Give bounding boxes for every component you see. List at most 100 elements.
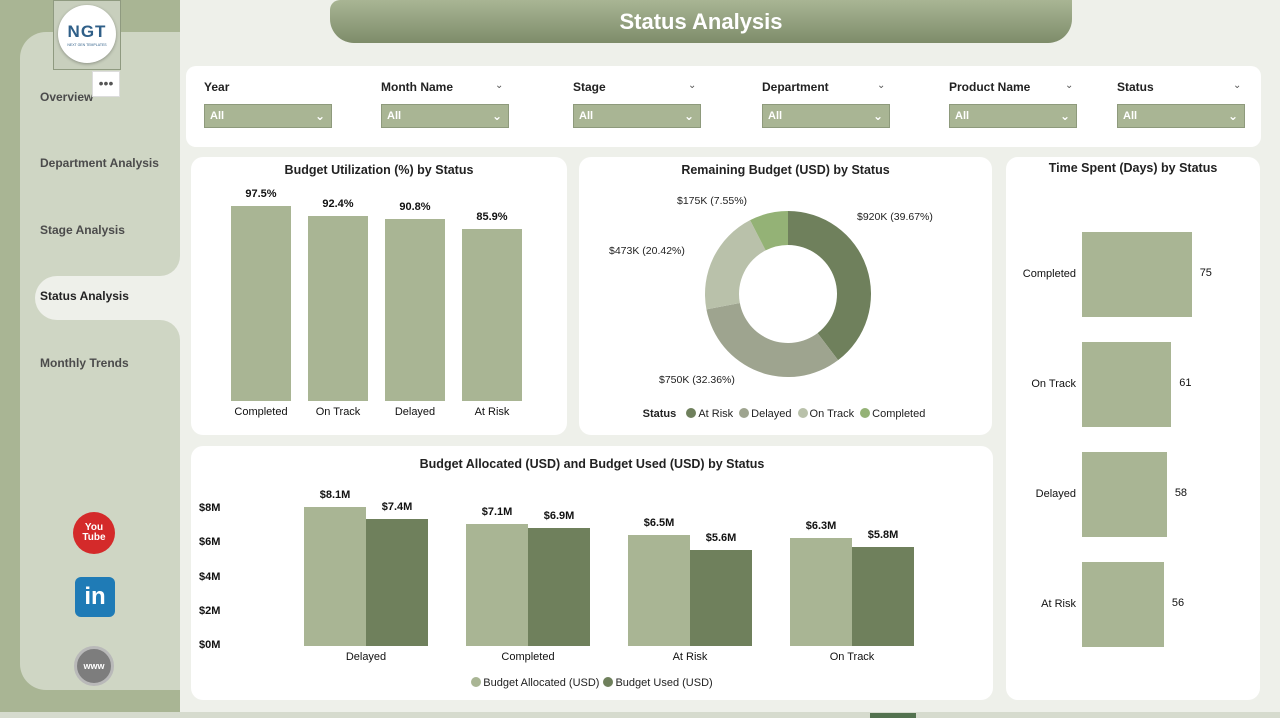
legend-swatch xyxy=(603,677,614,687)
bar xyxy=(304,507,366,646)
bar xyxy=(790,538,852,646)
website-globe-icon[interactable]: www xyxy=(74,646,114,686)
card-title: Time Spent (Days) by Status xyxy=(1048,161,1218,175)
filter-stage: Stage ⌄ All ⌄ xyxy=(573,80,701,128)
budget-allocated-used-card: Budget Allocated (USD) and Budget Used (… xyxy=(191,446,993,700)
y-tick-label: $0M xyxy=(199,639,221,651)
category-label: Completed xyxy=(234,406,288,418)
nav-item-overview[interactable]: Overview xyxy=(40,90,94,104)
filter-label: Year xyxy=(204,80,230,94)
bar xyxy=(462,229,522,401)
bar xyxy=(852,546,914,646)
filter-value: All xyxy=(210,110,225,122)
budget-allocated-used-chart: $0M $2M $4M $6M $8M $8.1M $7.4M Delayed $7.1M $6.… xyxy=(191,446,993,700)
filter-year-dropdown[interactable]: All ⌄ xyxy=(204,104,332,128)
chevron-down-icon: ⌄ xyxy=(1227,109,1238,123)
category-label: On Track xyxy=(829,651,875,663)
filter-label: Status xyxy=(1117,80,1154,94)
data-label: 75 xyxy=(1199,266,1212,279)
legend-label: On Track xyxy=(809,408,855,420)
legend-item: Budget Used (USD) xyxy=(603,677,713,689)
data-label: $5.8M xyxy=(867,528,899,541)
card-title: Remaining Budget (USD) by Status xyxy=(681,163,890,177)
chevron-down-icon: ⌄ xyxy=(872,109,883,123)
chevron-down-icon: ⌄ xyxy=(314,109,325,123)
page-tab-active[interactable] xyxy=(870,713,916,718)
chevron-down-icon[interactable]: ⌄ xyxy=(1065,80,1074,91)
linkedin-icon[interactable]: in xyxy=(75,577,115,617)
bar xyxy=(366,519,428,646)
legend-title: Status xyxy=(642,408,677,420)
data-label: $8.1M xyxy=(319,489,351,502)
bar xyxy=(231,206,291,401)
filter-month-dropdown[interactable]: All ⌄ xyxy=(381,104,509,128)
bar xyxy=(690,550,752,646)
filter-department-dropdown[interactable]: All ⌄ xyxy=(762,104,890,128)
filter-value: All xyxy=(579,110,594,122)
slice-data-label: $175K (7.55%) xyxy=(677,195,747,207)
linkedin-icon-text: in xyxy=(84,583,106,610)
data-label: 58 xyxy=(1174,486,1188,499)
filter-status-dropdown[interactable]: All ⌄ xyxy=(1117,104,1245,128)
card-title: Budget Allocated (USD) and Budget Used (… xyxy=(419,457,765,471)
category-label: On Track xyxy=(315,406,361,418)
category-label: Delayed xyxy=(394,406,436,418)
page-title: Status Analysis xyxy=(619,8,783,34)
legend-swatch xyxy=(797,408,808,418)
youtube-icon[interactable]: You Tube xyxy=(73,512,115,554)
data-label: $6.3M xyxy=(805,520,837,533)
category-label: On Track xyxy=(1031,377,1076,390)
data-label: $6.9M xyxy=(543,509,575,522)
y-tick-label: $8M xyxy=(199,502,221,514)
time-spent-card: Time Spent (Days) by Status Completed 75 O… xyxy=(1006,157,1260,700)
donut-legend: Status At Risk Delayed On Track Completed xyxy=(579,408,992,420)
category-label: At Risk xyxy=(1041,597,1076,610)
bar xyxy=(1082,562,1164,647)
legend-item: Budget Allocated (USD) xyxy=(471,677,599,689)
chevron-down-icon[interactable]: ⌄ xyxy=(1233,80,1242,91)
filter-product-dropdown[interactable]: All ⌄ xyxy=(949,104,1077,128)
filter-label: Department xyxy=(762,80,829,94)
nav-item-department-analysis[interactable]: Department Analysis xyxy=(40,156,159,170)
chevron-down-icon[interactable]: ⌄ xyxy=(688,80,697,91)
legend-label: Completed xyxy=(872,408,926,420)
legend-item: On Track xyxy=(797,408,855,420)
budget-utilization-card: Budget Utilization (%) by Status 97.5% Co… xyxy=(191,157,567,435)
nav-item-stage-analysis[interactable]: Stage Analysis xyxy=(40,223,125,237)
budget-utilization-chart: 97.5% Completed 92.4% On Track 90.8% Delayed 8… xyxy=(191,157,567,435)
chevron-down-icon[interactable]: ⌄ xyxy=(495,80,504,91)
filter-month-name: Month Name ⌄ All ⌄ xyxy=(381,80,509,128)
filter-panel: Year All ⌄ Month Name ⌄ All ⌄ Stage ⌄ All ⌄… xyxy=(186,66,1261,147)
filter-label: Product Name xyxy=(949,80,1031,94)
slice-data-label: $750K (32.36%) xyxy=(659,374,735,386)
category-label: Completed xyxy=(1022,267,1076,280)
chevron-down-icon: ⌄ xyxy=(683,109,694,123)
legend-label: At Risk xyxy=(698,408,734,420)
bar xyxy=(385,219,445,401)
chevron-down-icon[interactable]: ⌄ xyxy=(877,80,886,91)
filter-value: All xyxy=(955,110,970,122)
y-tick-label: $6M xyxy=(199,536,221,549)
remaining-budget-card: Remaining Budget (USD) by Status $920K (… xyxy=(579,157,992,435)
nav-item-status-analysis[interactable]: Status Analysis xyxy=(40,289,129,303)
bar xyxy=(308,216,368,401)
filter-product-name: Product Name ⌄ All ⌄ xyxy=(949,80,1077,128)
data-label: $7.4M xyxy=(381,501,413,514)
filter-value: All xyxy=(768,110,783,122)
card-title: Budget Utilization (%) by Status xyxy=(284,163,474,177)
more-options-icon[interactable]: ••• xyxy=(92,71,120,97)
chevron-down-icon: ⌄ xyxy=(1059,109,1070,123)
page-title-bar: Status Analysis xyxy=(330,0,1072,43)
category-label: At Risk xyxy=(474,406,510,418)
logo[interactable]: NGT NEXT GEN TEMPLATES xyxy=(53,0,121,70)
bar xyxy=(528,527,590,646)
filter-department: Department ⌄ All ⌄ xyxy=(762,80,890,128)
bar xyxy=(628,534,690,646)
website-icon-text: www xyxy=(83,661,105,671)
data-label: 90.8% xyxy=(399,201,431,214)
filter-stage-dropdown[interactable]: All ⌄ xyxy=(573,104,701,128)
filter-value: All xyxy=(387,110,402,122)
nav-active-highlight xyxy=(35,276,195,320)
data-label: 61 xyxy=(1179,376,1192,389)
nav-item-monthly-trends[interactable]: Monthly Trends xyxy=(40,356,129,370)
